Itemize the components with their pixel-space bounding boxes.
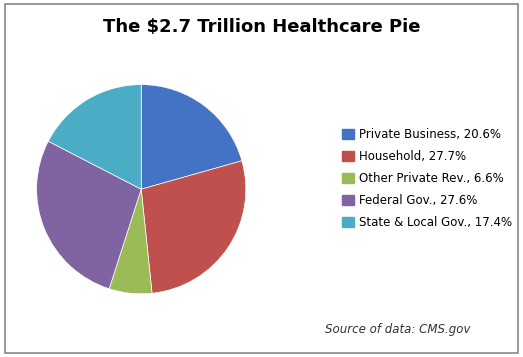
Wedge shape bbox=[48, 85, 141, 189]
Legend: Private Business, 20.6%, Household, 27.7%, Other Private Rev., 6.6%, Federal Gov: Private Business, 20.6%, Household, 27.7… bbox=[342, 128, 512, 229]
Wedge shape bbox=[141, 85, 242, 189]
Wedge shape bbox=[141, 161, 246, 293]
Text: Source of data: CMS.gov: Source of data: CMS.gov bbox=[325, 323, 470, 336]
Text: The $2.7 Trillion Healthcare Pie: The $2.7 Trillion Healthcare Pie bbox=[103, 18, 420, 36]
Wedge shape bbox=[109, 189, 152, 294]
Wedge shape bbox=[37, 141, 141, 289]
